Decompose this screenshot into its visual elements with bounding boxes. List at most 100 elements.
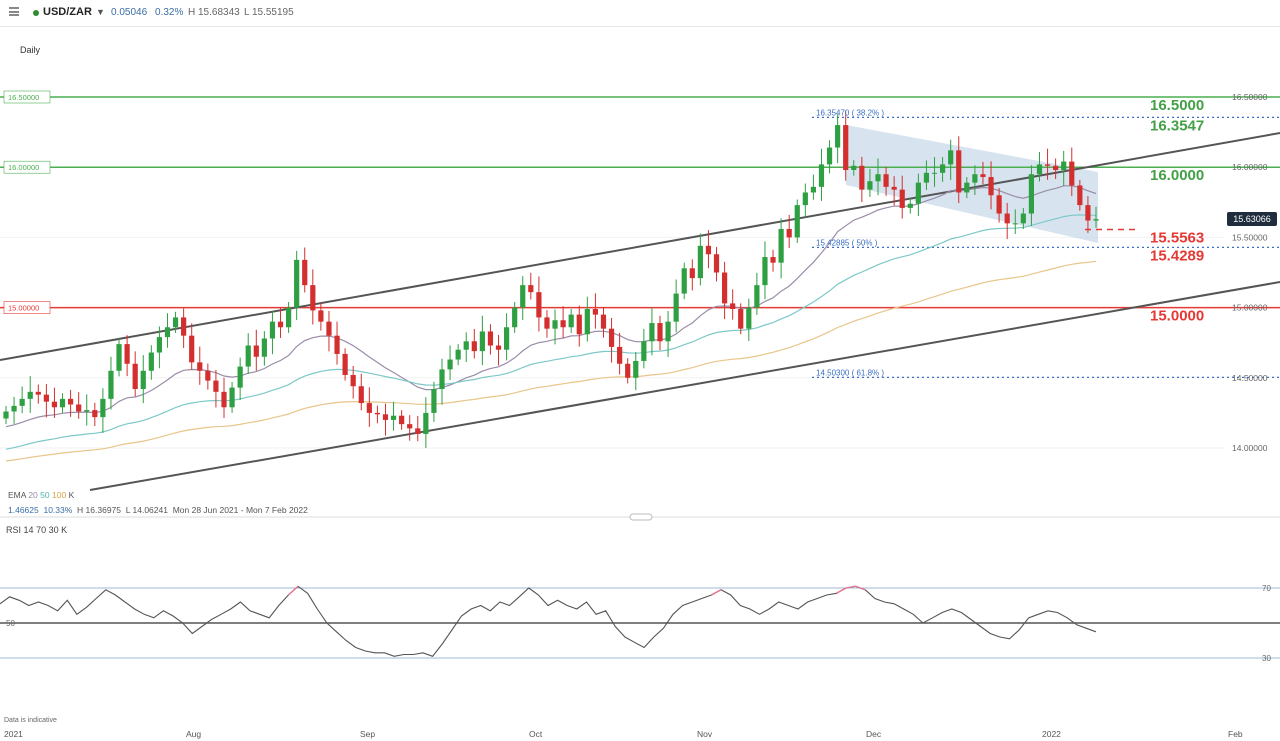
- y-tick-label: 14.00000: [1232, 443, 1268, 453]
- ema-close-mark[interactable]: K: [68, 490, 75, 500]
- key-level-label: 16.0000: [1150, 167, 1204, 184]
- candle-body: [996, 195, 1002, 214]
- candle-body: [358, 386, 364, 404]
- candle-body: [156, 337, 163, 353]
- candle-body: [294, 259, 300, 308]
- rsi-tick-label: 30: [1262, 654, 1271, 663]
- candle-body: [923, 172, 930, 183]
- candle-body: [285, 307, 292, 328]
- candle-body: [455, 349, 461, 360]
- candle-body: [859, 165, 865, 190]
- rsi-tick-label: 70: [1262, 584, 1271, 593]
- x-tick-label: Aug: [186, 729, 201, 739]
- candle-body: [366, 403, 372, 413]
- candle-body: [875, 174, 881, 182]
- candle-body: [463, 341, 469, 350]
- candle-body: [721, 272, 728, 304]
- candle-body: [988, 177, 994, 196]
- candle-body: [399, 415, 405, 425]
- candle-body: [891, 186, 897, 190]
- candle-body: [536, 292, 542, 318]
- candle-body: [681, 268, 687, 294]
- rsi-close-mark[interactable]: K: [61, 525, 68, 535]
- candle-body: [342, 353, 348, 375]
- y-tick-label: 16.50000: [1232, 92, 1268, 102]
- candle-body: [1093, 219, 1099, 221]
- session-low: L 15.55195: [244, 7, 294, 18]
- candle-body: [447, 359, 453, 370]
- candle-body: [92, 410, 98, 418]
- candle-body: [584, 309, 590, 335]
- candle-body: [439, 369, 445, 390]
- candle-body: [471, 341, 477, 352]
- stat-date-range: Mon 28 Jun 2021 - Mon 7 Feb 2022: [172, 505, 308, 515]
- x-tick-label: Nov: [697, 729, 713, 739]
- candle-body: [164, 327, 171, 338]
- candle-body: [148, 352, 154, 371]
- candle-body: [762, 257, 768, 286]
- key-level-label: 16.3547: [1150, 117, 1204, 134]
- candle-body: [1044, 164, 1051, 166]
- y-tick-label: 15.00000: [1232, 303, 1268, 313]
- candle-body: [84, 410, 90, 412]
- left-level-tag-label: 16.50000: [8, 93, 39, 102]
- candle-body: [407, 424, 413, 429]
- candle-body: [334, 335, 340, 354]
- symbol-name[interactable]: USD/ZAR: [43, 6, 92, 18]
- candle-body: [253, 345, 259, 357]
- ema-50-line: [5, 214, 1097, 450]
- candle-body: [980, 174, 986, 178]
- candle-body: [277, 321, 284, 328]
- candle-body: [19, 398, 25, 406]
- chevron-down-icon[interactable]: ▼: [96, 7, 105, 17]
- rsi-overbought-segment: [711, 589, 722, 596]
- candle-body: [318, 310, 324, 322]
- candle-body: [503, 327, 510, 350]
- panel-resize-handle[interactable]: [629, 513, 653, 521]
- candle-body: [1053, 165, 1059, 171]
- timeframe-label[interactable]: Daily: [20, 45, 41, 55]
- descending-channel-shade: [846, 125, 1098, 243]
- fib-level-label: 14.50300 ( 61.8% ): [816, 368, 884, 377]
- ema-20-label: 20: [28, 490, 38, 500]
- candle-body: [205, 370, 211, 381]
- rsi-tick-label: 50: [6, 619, 15, 628]
- candle-body: [867, 181, 873, 190]
- candle-body: [423, 412, 429, 434]
- candle-body: [245, 345, 251, 367]
- left-level-tag: [3, 160, 51, 174]
- candle-body: [560, 320, 566, 328]
- candle-body: [625, 363, 631, 378]
- ema-20-line: [5, 185, 1097, 428]
- candle-body: [705, 245, 712, 255]
- y-tick-label: 14.50000: [1232, 373, 1268, 383]
- candle-body: [689, 268, 695, 279]
- x-tick-label: Dec: [866, 729, 882, 739]
- candle-body: [302, 259, 308, 286]
- candle-body: [132, 363, 138, 390]
- rsi-overbought-segment: [855, 585, 866, 591]
- candle-body: [189, 335, 195, 363]
- y-tick-label: 16.00000: [1232, 162, 1268, 172]
- stat-low: L 14.06241: [125, 505, 168, 515]
- candle-body: [786, 228, 792, 238]
- candle-body: [713, 254, 720, 273]
- rsi-overbought-segment: [287, 585, 299, 596]
- candle-body: [350, 374, 356, 387]
- key-level-label: 15.5563: [1150, 229, 1204, 246]
- menu-icon[interactable]: [9, 7, 19, 16]
- candle-body: [851, 165, 857, 171]
- candle-body: [568, 314, 574, 328]
- ema-100-label: 100: [52, 490, 67, 500]
- candle-body: [1036, 164, 1043, 175]
- candle-body: [374, 412, 381, 415]
- candle-body: [43, 394, 49, 402]
- candle-body: [11, 405, 17, 412]
- candle-body: [479, 331, 485, 352]
- candle-body: [1004, 213, 1010, 224]
- candle-body: [835, 125, 841, 148]
- candle-body: [1085, 205, 1091, 221]
- last-price-tag: 15.63066: [1227, 212, 1277, 226]
- left-level-tag: [3, 90, 51, 104]
